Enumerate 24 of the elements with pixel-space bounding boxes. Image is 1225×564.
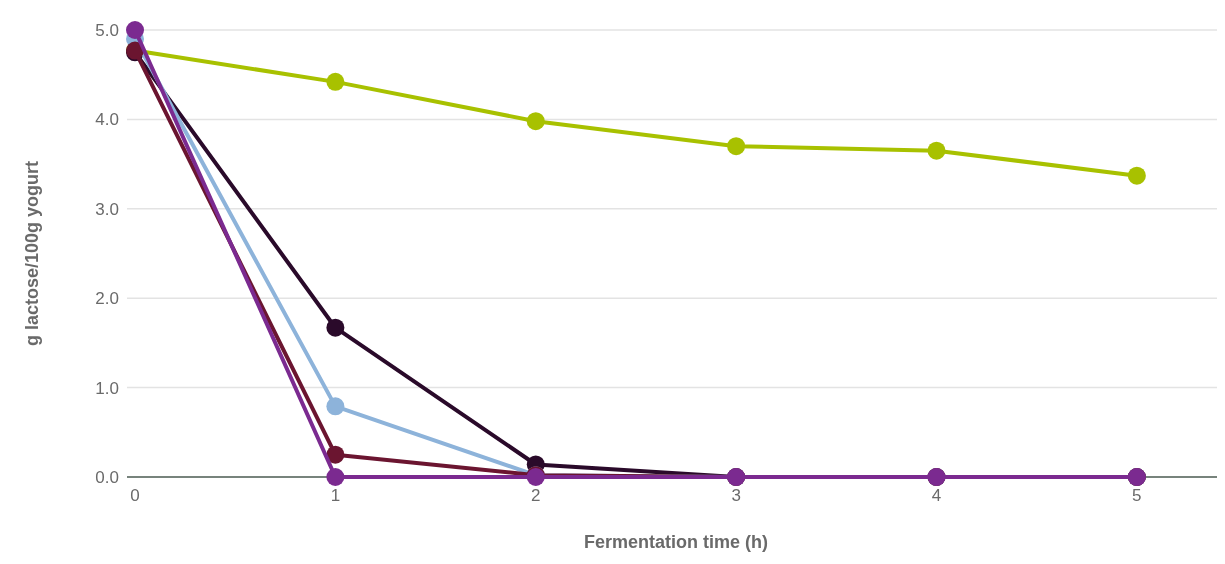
point xyxy=(326,445,345,464)
point xyxy=(526,112,545,131)
point xyxy=(326,318,345,337)
point xyxy=(326,72,345,91)
x-tick-label: 2 xyxy=(531,486,541,505)
point xyxy=(1127,166,1146,185)
x-tick-label: 1 xyxy=(330,486,341,505)
point xyxy=(927,141,946,160)
x-tick-label: 3 xyxy=(731,486,741,505)
y-tick-label: 3.0 xyxy=(95,199,119,219)
y-tick-label: 2.0 xyxy=(95,289,119,309)
y-tick-label: 0.0 xyxy=(95,467,119,487)
y-tick-label: 4.0 xyxy=(95,110,119,130)
x-tick-label: 5 xyxy=(1132,486,1142,505)
point xyxy=(326,397,345,416)
point xyxy=(727,137,746,156)
y-axis-title: g lactose/100g yogurt xyxy=(22,160,42,347)
x-tick-label: 4 xyxy=(931,486,942,505)
x-axis-title: Fermentation time (h) xyxy=(583,532,769,552)
y-tick-label: 1.0 xyxy=(95,378,119,398)
point xyxy=(126,21,145,39)
point xyxy=(326,468,345,486)
y-tick-label: 5.0 xyxy=(95,20,119,40)
x-tick-label: 0 xyxy=(130,486,140,505)
